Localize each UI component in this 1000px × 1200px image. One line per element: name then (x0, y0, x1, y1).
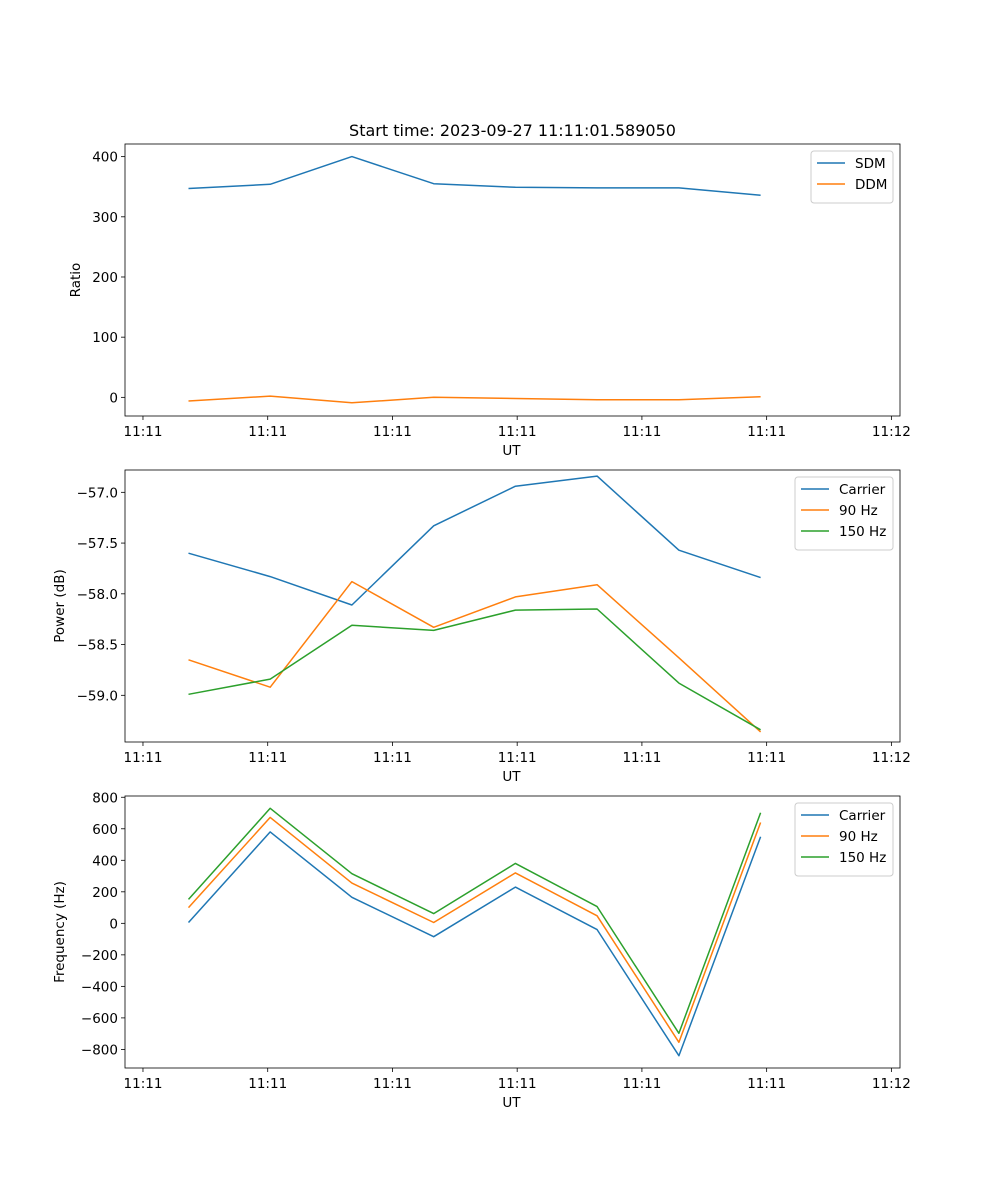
y-tick-label: −200 (81, 948, 118, 964)
legend-label: Carrier (839, 482, 886, 498)
x-tick-label: 11:12 (872, 1076, 911, 1092)
legend-label: SDM (855, 156, 886, 172)
chart-title: Start time: 2023-09-27 11:11:01.589050 (349, 121, 676, 140)
y-tick-label: 0 (109, 390, 118, 406)
y-tick-label: 600 (92, 822, 118, 838)
chart-3: 11:11 11:11 11:11 11:11 11:11 11:11 11:12 −800 −… (52, 790, 911, 1111)
x-tick-label: 11:11 (124, 424, 163, 440)
legend: Carrier 90 Hz 150 Hz (794, 476, 894, 551)
x-axis-label: UT (502, 769, 521, 785)
x-tick-label: 11:11 (373, 750, 412, 766)
x-tick-label: 11:11 (124, 1076, 163, 1092)
y-tick-label: −400 (81, 979, 118, 995)
y-tick-label: −59.0 (77, 688, 118, 704)
x-tick-label: 11:11 (622, 750, 661, 766)
x-tick-label: 11:11 (248, 1076, 287, 1092)
series-line-carrier (188, 475, 761, 606)
series-line-sdm (188, 155, 761, 196)
y-tick-label: −58.0 (77, 587, 118, 603)
axes-frame (124, 143, 901, 417)
x-axis-label: UT (502, 443, 521, 459)
chart-2: 11:11 11:11 11:11 11:11 11:11 11:11 11:12 −59.0… (52, 469, 911, 785)
legend-label: 150 Hz (839, 524, 886, 540)
legend-label: 90 Hz (839, 829, 878, 845)
x-tick-label: 11:12 (872, 424, 911, 440)
y-tick-label: 200 (92, 885, 118, 901)
x-axis-label: UT (502, 1095, 521, 1111)
y-tick-label: 400 (92, 853, 118, 869)
y-axis-label: Frequency (Hz) (52, 881, 68, 983)
x-tick-label: 11:11 (373, 424, 412, 440)
series-line-90-hz (187, 816, 762, 1044)
y-axis-label: Ratio (68, 263, 84, 298)
x-tick-label: 11:11 (622, 1076, 661, 1092)
x-tick-label: 11:11 (248, 750, 287, 766)
y-axis-label: Power (dB) (52, 569, 68, 642)
x-tick-label: 11:12 (872, 750, 911, 766)
x-tick-label: 11:11 (498, 424, 537, 440)
legend-label: 150 Hz (839, 850, 886, 866)
axes-frame (124, 795, 901, 1069)
chart-1: 11:11 11:11 11:11 11:11 11:11 11:11 11:12 0 100 2… (68, 121, 911, 459)
y-tick-label: 400 (92, 150, 118, 166)
legend-label: DDM (855, 177, 887, 193)
y-tick-label: −57.5 (77, 536, 118, 552)
y-tick-label: −600 (81, 1011, 118, 1027)
series-line-150-hz (188, 608, 761, 731)
x-tick-label: 11:11 (498, 1076, 537, 1092)
y-tick-label: 0 (109, 916, 118, 932)
legend-box (810, 150, 894, 204)
series-line-carrier (187, 831, 762, 1057)
series-line-150-hz (187, 807, 762, 1035)
legend: Carrier 90 Hz 150 Hz (794, 802, 894, 877)
y-tick-label: 800 (92, 790, 118, 806)
y-tick-label: 100 (92, 330, 118, 346)
y-tick-label: 300 (92, 210, 118, 226)
x-tick-label: 11:11 (622, 424, 661, 440)
x-tick-label: 11:11 (248, 424, 287, 440)
axes-frame (124, 469, 901, 743)
series-line-90-hz (188, 580, 762, 733)
y-tick-label: 200 (92, 270, 118, 286)
x-tick-label: 11:11 (498, 750, 537, 766)
y-tick-label: −800 (81, 1042, 118, 1058)
y-tick-label: −57.0 (77, 485, 118, 501)
series-line-ddm (188, 395, 761, 404)
legend: SDM DDM (810, 150, 894, 204)
x-tick-label: 11:11 (373, 1076, 412, 1092)
legend-label: 90 Hz (839, 503, 878, 519)
x-tick-label: 11:11 (747, 424, 786, 440)
x-tick-label: 11:11 (747, 1076, 786, 1092)
x-tick-label: 11:11 (124, 750, 163, 766)
y-tick-label: −58.5 (77, 638, 118, 654)
legend-label: Carrier (839, 808, 886, 824)
x-tick-label: 11:11 (747, 750, 786, 766)
